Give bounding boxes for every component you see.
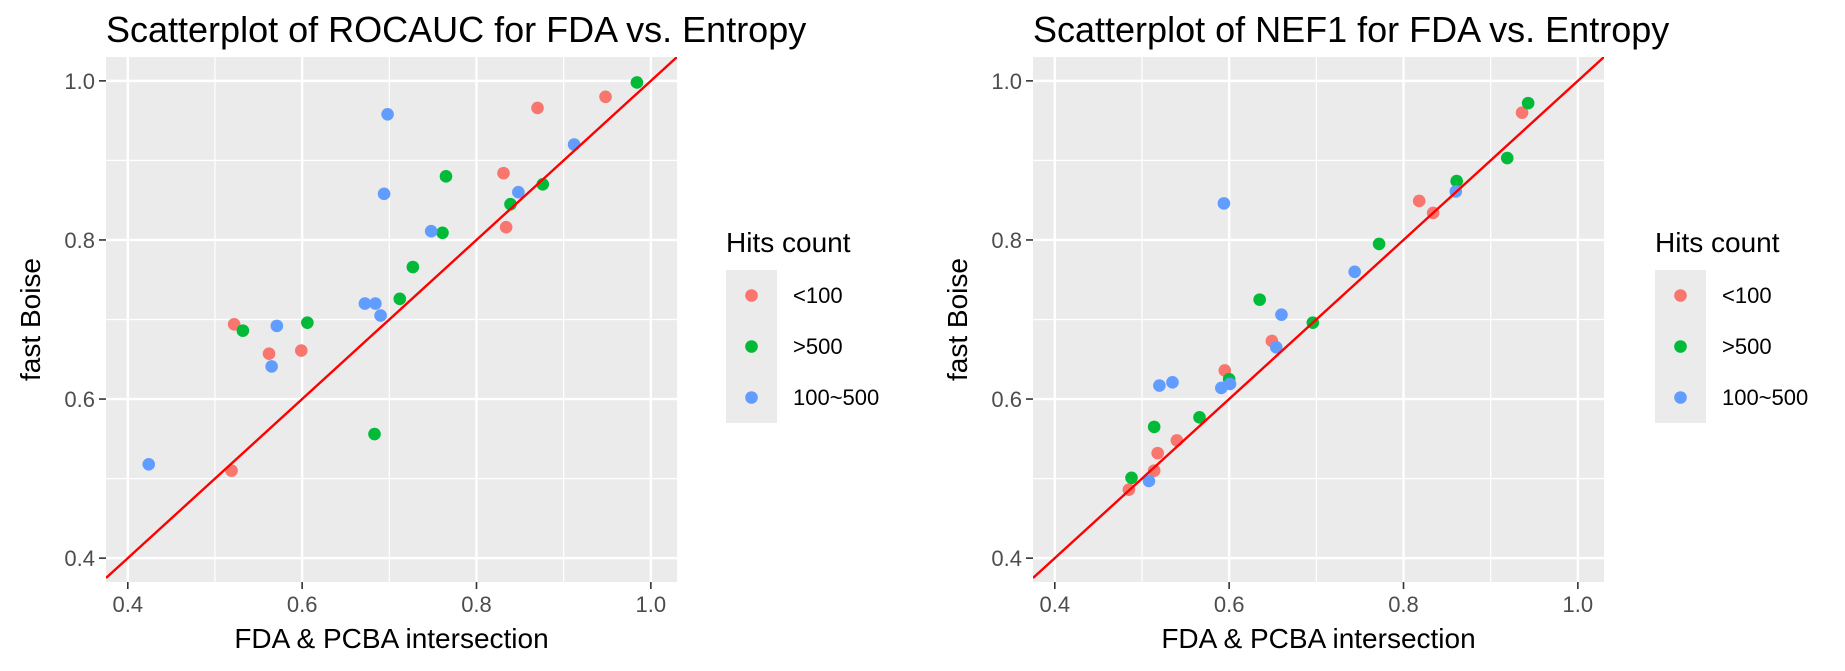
data-point	[1151, 446, 1164, 460]
data-point	[1217, 197, 1231, 210]
chart-title: Scatterplot of NEF1 for FDA vs. Entropy	[1033, 9, 1669, 50]
legend-key-marker	[745, 391, 758, 404]
x-axis-title: FDA & PCBA intersection	[234, 623, 548, 654]
legend-label: 100~500	[1722, 385, 1808, 410]
legend-label: >500	[793, 334, 843, 359]
data-point	[1125, 471, 1138, 485]
y-tick-label: 1.0	[991, 69, 1022, 94]
y-tick-label: 0.4	[64, 546, 95, 571]
data-point	[499, 220, 513, 234]
y-tick-label: 0.8	[64, 228, 95, 253]
legend-key-marker	[1674, 289, 1687, 302]
y-tick-label: 0.8	[991, 228, 1022, 253]
legend-key-marker	[1674, 391, 1687, 404]
data-point	[236, 324, 250, 337]
data-point	[497, 166, 510, 180]
data-point	[630, 76, 644, 89]
data-point	[424, 224, 438, 238]
data-point	[262, 347, 276, 361]
data-point	[368, 427, 381, 441]
chart-panel-2: Scatterplot of NEF1 for FDA vs. Entropy 0…	[942, 9, 1808, 654]
data-point	[1348, 265, 1361, 279]
legend-label: <100	[793, 283, 843, 308]
data-point	[1521, 96, 1535, 110]
data-point	[1147, 464, 1161, 477]
x-axis-title: FDA & PCBA intersection	[1161, 623, 1475, 654]
data-point	[294, 344, 308, 357]
legend-label: <100	[1722, 283, 1772, 308]
data-point	[381, 107, 394, 121]
data-point	[567, 138, 581, 151]
data-point	[1269, 341, 1283, 354]
data-point	[1142, 474, 1156, 488]
legend-key-marker	[1674, 340, 1687, 353]
data-point	[1450, 174, 1463, 188]
data-point	[599, 90, 612, 104]
data-point	[358, 297, 372, 310]
y-axis-title: fast Boise	[942, 258, 973, 381]
data-point	[142, 457, 156, 471]
y-tick-label: 0.6	[991, 387, 1022, 412]
legend: Hits count <100 >500 100~500	[726, 227, 879, 423]
data-point	[301, 316, 314, 329]
reference-line	[106, 57, 677, 579]
y-tick-label: 0.6	[64, 387, 95, 412]
data-point	[369, 297, 382, 310]
legend-key-marker	[745, 289, 758, 302]
x-tick-label: 0.8	[461, 592, 492, 617]
chart-title: Scatterplot of ROCAUC for FDA vs. Entrop…	[106, 9, 806, 50]
legend-label: >500	[1722, 334, 1772, 359]
y-tick-label: 0.4	[991, 546, 1022, 571]
data-point	[531, 101, 544, 115]
legend-label: 100~500	[793, 385, 879, 410]
data-point	[1170, 434, 1184, 447]
legend-title: Hits count	[726, 227, 851, 258]
legend-key-marker	[745, 340, 758, 353]
x-tick-label: 1.0	[636, 592, 667, 617]
chart-panel-1: Scatterplot of ROCAUC for FDA vs. Entrop…	[15, 9, 879, 654]
data-point	[406, 260, 420, 274]
data-point	[1223, 377, 1237, 391]
data-point	[374, 309, 387, 322]
data-point	[1275, 308, 1288, 322]
legend: Hits count <100 >500 100~500	[1655, 227, 1808, 423]
data-point	[265, 360, 278, 373]
data-point	[1147, 420, 1161, 434]
data-point	[439, 170, 453, 183]
legend-title: Hits count	[1655, 227, 1780, 258]
data-point	[1500, 151, 1514, 165]
data-point	[1253, 293, 1266, 306]
data-point	[393, 292, 407, 306]
plot-area	[106, 57, 677, 582]
y-tick-label: 1.0	[64, 69, 95, 94]
data-point	[1515, 106, 1529, 119]
data-point	[1166, 376, 1179, 389]
x-tick-label: 0.8	[1388, 592, 1419, 617]
data-point	[227, 317, 241, 331]
data-point	[1153, 379, 1166, 392]
data-point	[1412, 194, 1426, 208]
data-point	[436, 226, 449, 240]
reference-line	[1033, 57, 1604, 579]
x-tick-label: 0.4	[1039, 592, 1070, 617]
data-point	[377, 187, 391, 201]
x-tick-label: 0.4	[112, 592, 143, 617]
y-axis-title: fast Boise	[15, 258, 46, 381]
data-point	[270, 319, 284, 333]
data-point	[1193, 411, 1206, 424]
x-tick-label: 0.6	[287, 592, 318, 617]
data-point	[512, 185, 525, 199]
x-tick-label: 0.6	[1214, 592, 1245, 617]
data-point	[1372, 237, 1386, 251]
x-tick-label: 1.0	[1563, 592, 1594, 617]
plot-area	[1033, 57, 1604, 582]
